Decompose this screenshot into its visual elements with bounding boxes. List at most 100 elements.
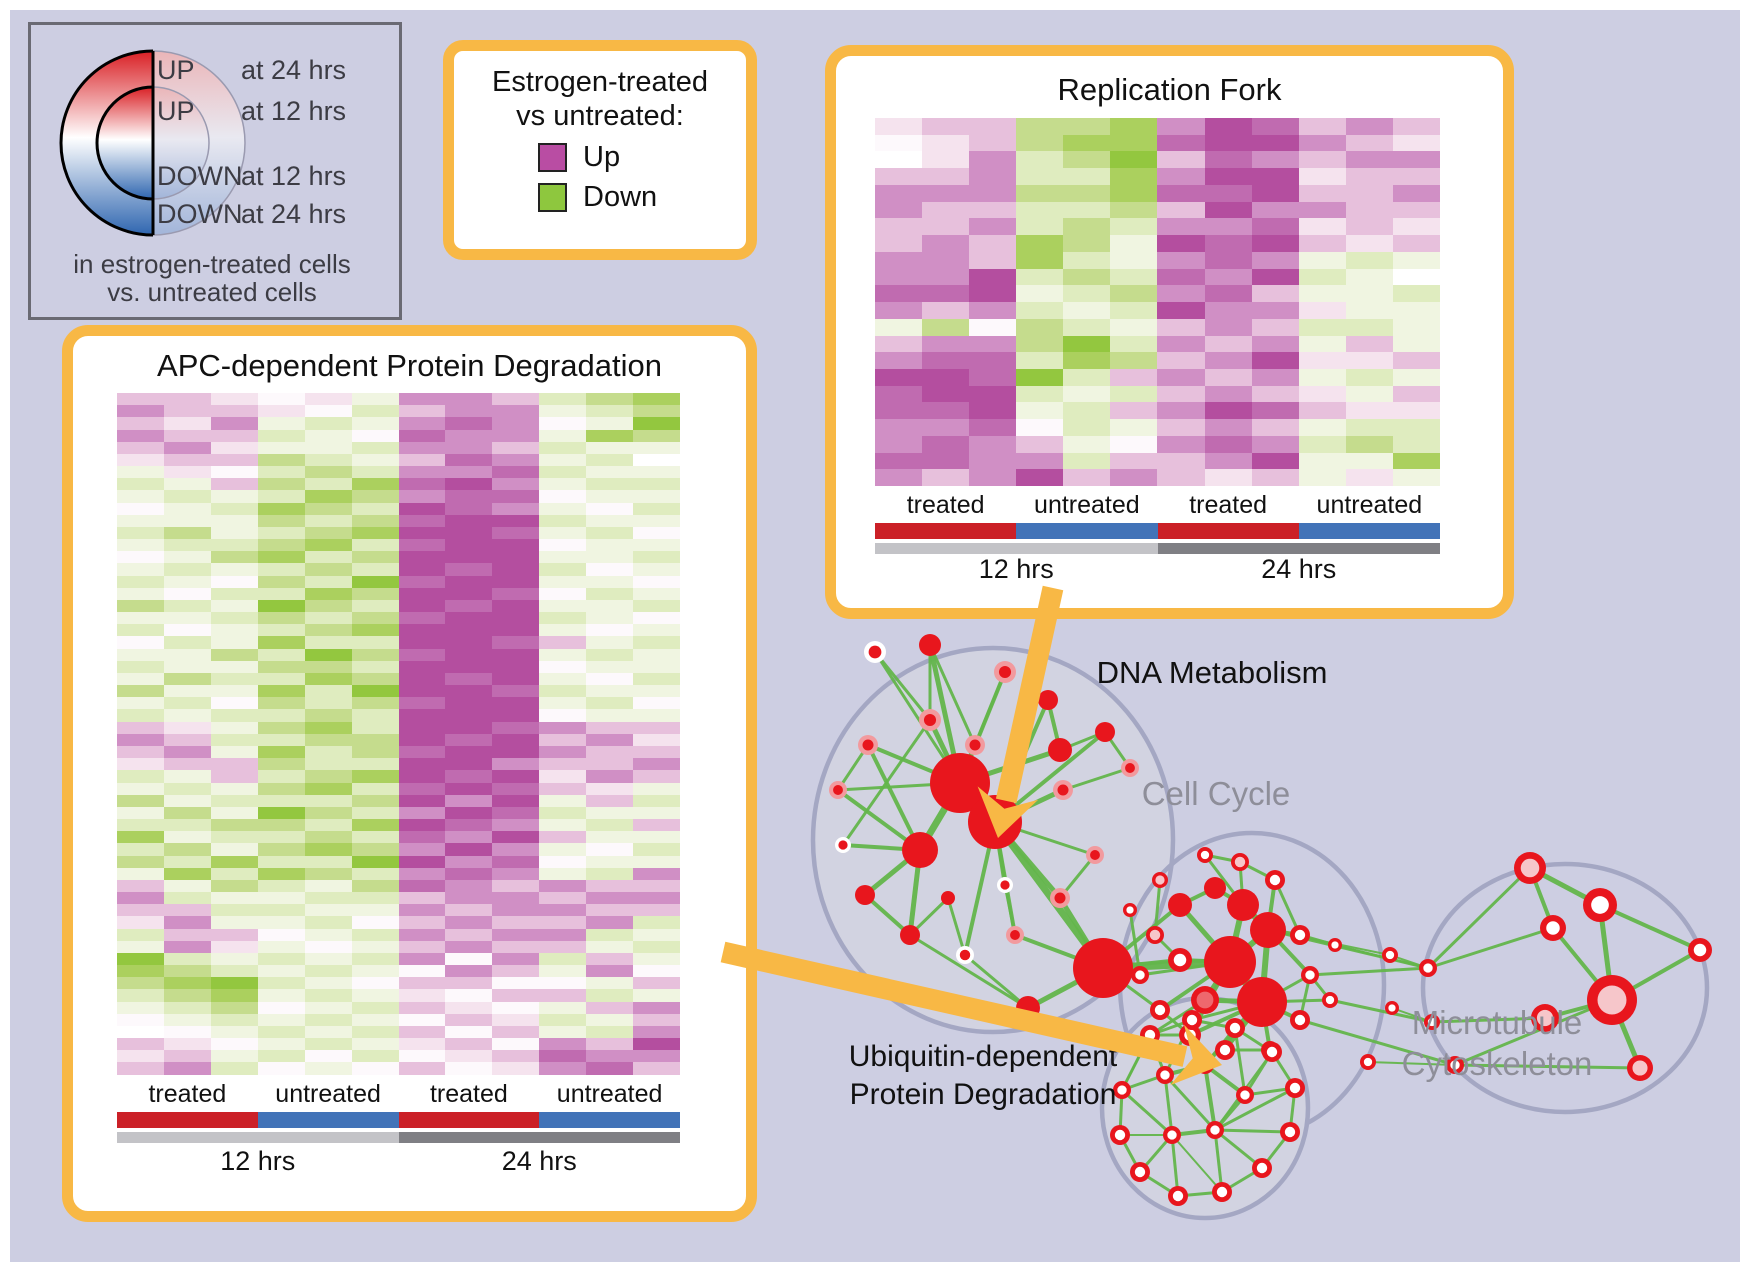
heatmap-cell bbox=[210, 831, 258, 844]
heatmap-cell bbox=[875, 134, 923, 152]
heatmap-cell bbox=[1204, 435, 1252, 453]
heatmap-row bbox=[117, 1050, 681, 1063]
heatmap-cell bbox=[445, 612, 493, 625]
heatmap-row bbox=[117, 417, 681, 430]
network-node bbox=[1419, 959, 1437, 977]
heatmap-cell bbox=[492, 1050, 540, 1063]
network-node-core bbox=[1186, 1014, 1198, 1026]
heatmap-cell bbox=[117, 867, 164, 880]
heatmap-cell bbox=[351, 551, 399, 564]
group-label: untreated bbox=[1316, 491, 1423, 519]
heatmap-cell bbox=[1204, 452, 1252, 470]
network-node-core bbox=[1294, 1014, 1306, 1026]
heatmap-cell bbox=[163, 721, 211, 734]
network-edge bbox=[1267, 928, 1429, 970]
heatmap-cell bbox=[586, 806, 634, 820]
heatmap-cell bbox=[304, 441, 352, 454]
heatmap-cell bbox=[586, 539, 634, 552]
heatmap-cell bbox=[257, 819, 305, 832]
heatmap-cell bbox=[1251, 435, 1299, 453]
network-node bbox=[1048, 738, 1072, 762]
network-edge bbox=[1260, 1131, 1292, 1169]
heatmap-cell bbox=[633, 1050, 681, 1063]
heatmap-cell bbox=[210, 965, 258, 978]
heatmap-cell bbox=[539, 745, 587, 759]
heatmap-cell bbox=[586, 782, 634, 795]
network-node bbox=[1231, 853, 1249, 871]
network-edge bbox=[1267, 928, 1301, 937]
heatmap-cell bbox=[633, 551, 681, 564]
heatmap-row bbox=[875, 452, 1440, 470]
heatmap-cell bbox=[1251, 335, 1299, 353]
network-edge bbox=[1309, 966, 1429, 977]
network-edge bbox=[1101, 903, 1182, 970]
heatmap-cell bbox=[539, 575, 587, 588]
heatmap-cell bbox=[1345, 134, 1393, 152]
heatmap-cell bbox=[922, 251, 970, 269]
heatmap-cell bbox=[398, 782, 446, 795]
network-edge bbox=[973, 671, 1007, 746]
network-node bbox=[1095, 722, 1115, 742]
heatmap-cell bbox=[257, 466, 305, 479]
heatmap-cell bbox=[586, 685, 634, 698]
heatmap-cell bbox=[304, 478, 352, 491]
heatmap-cell bbox=[304, 453, 352, 467]
heatmap-cell bbox=[492, 770, 540, 783]
heatmap-cell bbox=[969, 335, 1017, 353]
heatmap-cell bbox=[117, 965, 164, 978]
network-node-core bbox=[1114, 1129, 1126, 1141]
heatmap-cell bbox=[1298, 151, 1346, 169]
heatmap-cell bbox=[586, 393, 634, 406]
heatmap-cell bbox=[117, 733, 164, 746]
heatmap-cell bbox=[163, 940, 211, 953]
heatmap-cell bbox=[633, 539, 681, 552]
heatmap-cell bbox=[586, 770, 634, 783]
heatmap-cell bbox=[633, 587, 681, 600]
heatmap-cell bbox=[351, 648, 399, 661]
heatmap-cell bbox=[586, 405, 634, 418]
heatmap-cell bbox=[1157, 218, 1205, 236]
heatmap-cell bbox=[633, 867, 681, 880]
heatmap-cell bbox=[922, 168, 970, 185]
heatmap-row bbox=[117, 843, 681, 856]
heatmap-cell bbox=[398, 612, 446, 625]
heatmap-cell bbox=[633, 441, 681, 454]
heatmap-cell bbox=[163, 770, 211, 783]
heatmap-cell bbox=[398, 685, 446, 698]
heatmap-cell bbox=[492, 733, 540, 746]
heatmap-cell bbox=[1345, 435, 1393, 453]
heatmap-row bbox=[117, 940, 681, 953]
heatmap-cell bbox=[351, 952, 399, 966]
heatmap-cell bbox=[492, 599, 540, 613]
heatmap-cell bbox=[492, 551, 540, 564]
network-node-core bbox=[838, 840, 848, 850]
heatmap-cell bbox=[210, 563, 258, 576]
heatmap-cell bbox=[539, 405, 587, 418]
heatmap-cell bbox=[586, 478, 634, 491]
heatmap-cell bbox=[445, 1050, 493, 1063]
network-node bbox=[965, 735, 985, 755]
hour-bar bbox=[1157, 543, 1440, 554]
network-edge bbox=[993, 787, 1065, 825]
heatmap-cell bbox=[304, 551, 352, 564]
heatmap-cell bbox=[304, 745, 352, 759]
network-edge bbox=[1234, 1026, 1273, 1054]
heatmap-cell bbox=[210, 928, 258, 941]
heatmap-cell bbox=[304, 685, 352, 698]
heatmap-cell bbox=[1204, 184, 1252, 202]
network-edge bbox=[1128, 909, 1142, 976]
heatmap-cell bbox=[257, 806, 305, 820]
heatmap-cell bbox=[539, 563, 587, 576]
heatmap-cell bbox=[351, 965, 399, 978]
network-edge bbox=[957, 744, 978, 784]
heatmap-cell bbox=[633, 952, 681, 966]
heatmap-cell bbox=[1298, 168, 1346, 185]
heatmap-cell bbox=[969, 285, 1017, 303]
heatmap-cell bbox=[539, 819, 587, 832]
heatmap-cell bbox=[117, 806, 164, 820]
network-node-core bbox=[1229, 1022, 1241, 1034]
heatmap-cell bbox=[492, 697, 540, 710]
network-node bbox=[835, 837, 851, 853]
network-node-core bbox=[1160, 1070, 1170, 1080]
heatmap-cell bbox=[1392, 385, 1440, 403]
